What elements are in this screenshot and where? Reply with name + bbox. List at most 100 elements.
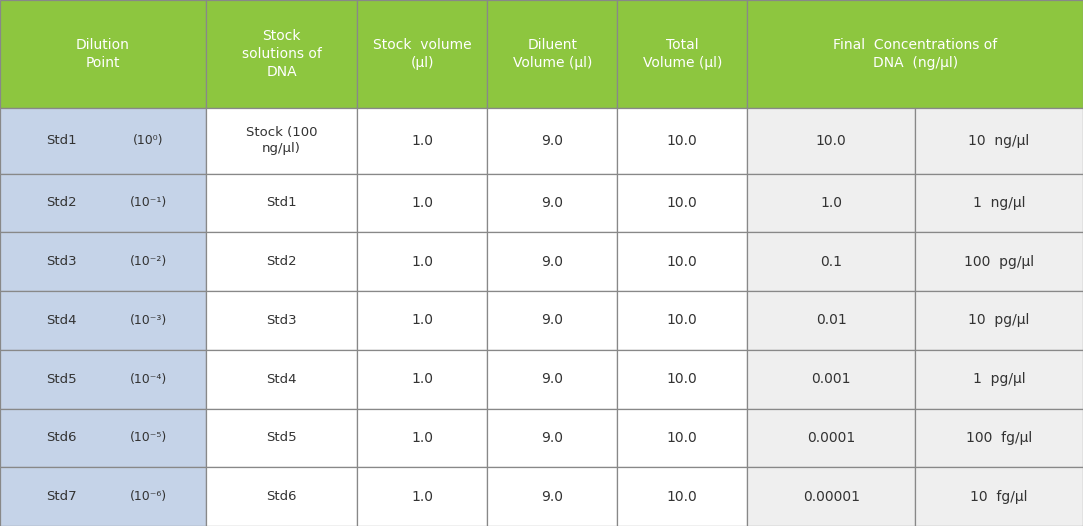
Text: 100  fg/μl: 100 fg/μl [966,431,1032,445]
Text: (10⁻²): (10⁻²) [130,255,167,268]
Text: (10⁻⁴): (10⁻⁴) [130,372,167,386]
Bar [0,409,206,467]
Text: 1.0: 1.0 [412,372,433,386]
Bar [206,291,357,350]
Text: (10⁰): (10⁰) [133,134,164,147]
Text: 1  pg/μl: 1 pg/μl [973,372,1026,386]
Bar [487,0,617,108]
Text: Final  Concentrations of
DNA  (ng/μl): Final Concentrations of DNA (ng/μl) [833,38,997,70]
Bar [747,291,915,350]
Bar [206,0,357,108]
Bar [357,232,487,291]
Text: 9.0: 9.0 [542,255,563,269]
Text: Stock (100
ng/μl): Stock (100 ng/μl) [246,126,317,156]
Text: Std4: Std4 [266,372,297,386]
Text: Std1: Std1 [266,196,297,209]
Text: 10.0: 10.0 [667,196,697,210]
Text: 9.0: 9.0 [542,372,563,386]
Bar [617,467,747,526]
Text: Std1: Std1 [47,134,77,147]
Bar [617,0,747,108]
Text: 0.01: 0.01 [815,313,847,327]
Bar [617,232,747,291]
Bar [206,350,357,409]
Bar [357,174,487,232]
Text: 9.0: 9.0 [542,431,563,445]
Bar [915,108,1083,174]
Text: 0.00001: 0.00001 [803,490,860,503]
Bar [487,108,617,174]
Bar [747,232,915,291]
Text: 1.0: 1.0 [412,490,433,503]
Bar [0,174,206,232]
Bar [915,232,1083,291]
Text: 0.1: 0.1 [820,255,843,269]
Text: 1.0: 1.0 [412,255,433,269]
Bar [617,350,747,409]
Text: 10.0: 10.0 [667,255,697,269]
Text: 0.0001: 0.0001 [807,431,856,445]
Text: (10⁻⁵): (10⁻⁵) [130,431,167,444]
Text: 10.0: 10.0 [667,372,697,386]
Bar [747,174,915,232]
Text: 1.0: 1.0 [820,196,843,210]
Bar [206,108,357,174]
Bar [747,350,915,409]
Bar [357,467,487,526]
Text: (10⁻⁶): (10⁻⁶) [130,490,167,503]
Bar [747,467,915,526]
Bar [487,232,617,291]
Text: Total
Volume (μl): Total Volume (μl) [642,38,722,70]
Text: Std3: Std3 [266,314,297,327]
Text: 9.0: 9.0 [542,134,563,148]
Text: Stock  volume
(μl): Stock volume (μl) [373,38,472,70]
Text: Std2: Std2 [47,196,77,209]
Bar [747,0,1083,108]
Text: 10.0: 10.0 [667,313,697,327]
Text: 1.0: 1.0 [412,196,433,210]
Bar [357,108,487,174]
Text: 10.0: 10.0 [667,490,697,503]
Text: 9.0: 9.0 [542,196,563,210]
Bar [0,232,206,291]
Bar [747,108,915,174]
Text: 9.0: 9.0 [542,490,563,503]
Text: Std2: Std2 [266,255,297,268]
Bar [0,0,206,108]
Text: 10.0: 10.0 [667,431,697,445]
Text: 1.0: 1.0 [412,313,433,327]
Bar [915,467,1083,526]
Bar [487,174,617,232]
Text: Diluent
Volume (μl): Diluent Volume (μl) [512,38,592,70]
Text: 1.0: 1.0 [412,431,433,445]
Bar [206,232,357,291]
Bar [617,409,747,467]
Text: 10.0: 10.0 [815,134,847,148]
Bar [0,350,206,409]
Text: 0.001: 0.001 [811,372,851,386]
Text: Dilution
Point: Dilution Point [76,38,130,70]
Bar [487,350,617,409]
Bar [915,291,1083,350]
Text: Std6: Std6 [47,431,77,444]
Bar [357,291,487,350]
Bar [915,174,1083,232]
Bar [487,291,617,350]
Text: Std4: Std4 [47,314,77,327]
Bar [357,0,487,108]
Bar [206,467,357,526]
Text: 1  ng/μl: 1 ng/μl [973,196,1026,210]
Text: 1.0: 1.0 [412,134,433,148]
Text: 9.0: 9.0 [542,313,563,327]
Bar [0,108,206,174]
Bar [487,409,617,467]
Bar [357,409,487,467]
Bar [0,467,206,526]
Text: 10  fg/μl: 10 fg/μl [970,490,1028,503]
Text: Stock
solutions of
DNA: Stock solutions of DNA [242,29,322,79]
Bar [747,409,915,467]
Bar [357,350,487,409]
Bar [617,174,747,232]
Bar [617,108,747,174]
Bar [915,350,1083,409]
